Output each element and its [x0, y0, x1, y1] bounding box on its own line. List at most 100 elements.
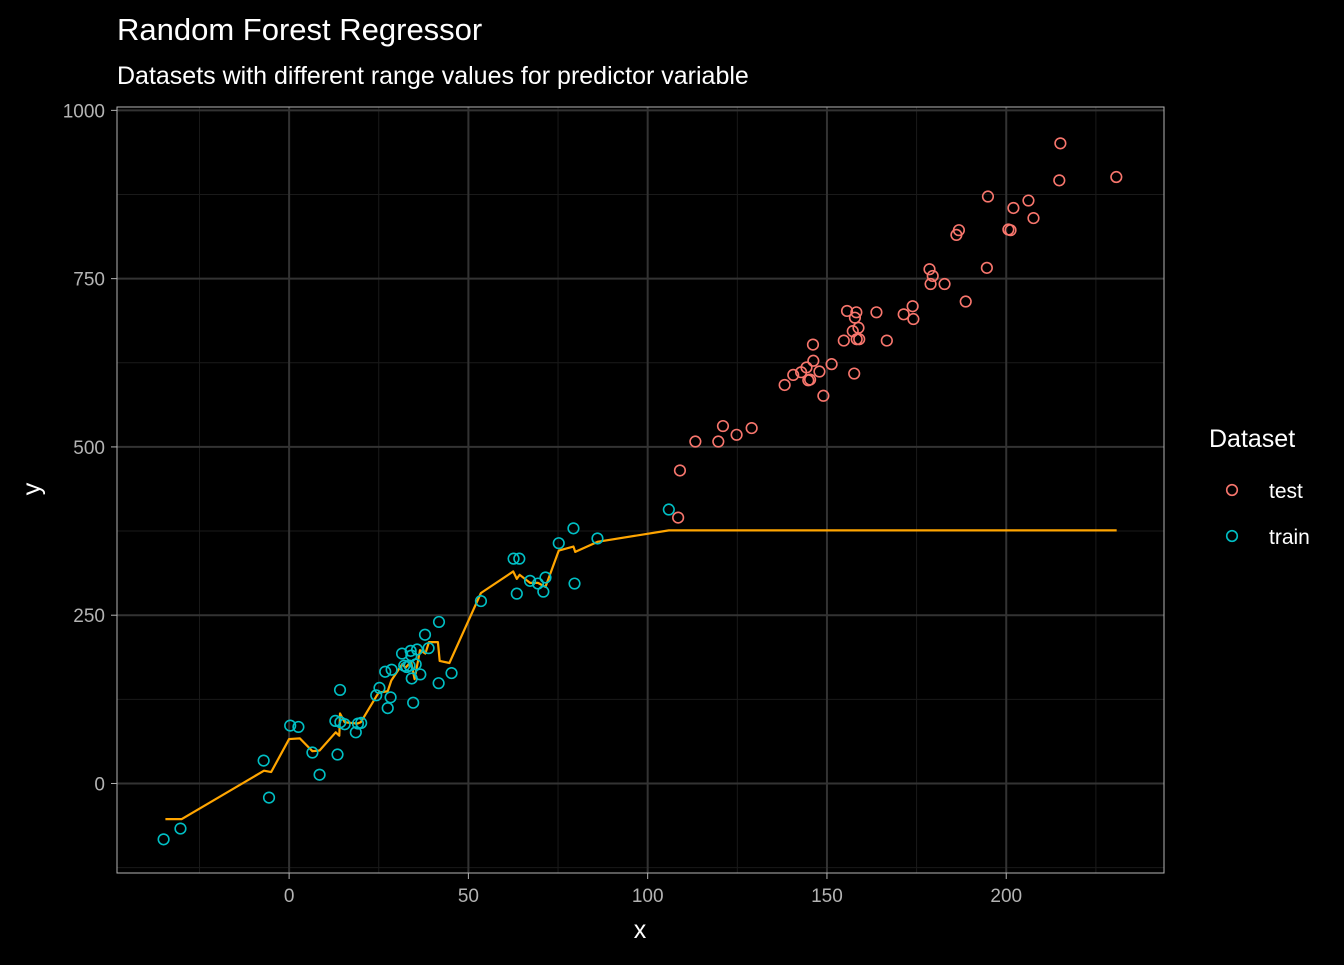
- test-point: [906, 300, 919, 313]
- axes: 0 50 100 150 200 0 250 500 750 1000: [63, 101, 1022, 907]
- train-point: [523, 574, 537, 587]
- train-point: [552, 537, 565, 550]
- y-tick-label: 1000: [63, 101, 105, 122]
- train-point: [539, 571, 552, 584]
- train-point: [662, 503, 675, 516]
- points-layer: [157, 137, 1123, 846]
- legend-title: Dataset: [1209, 425, 1295, 453]
- test-point: [840, 304, 854, 318]
- test-point: [806, 338, 820, 351]
- test-point: [926, 269, 939, 283]
- train-point: [157, 833, 170, 846]
- legend-label-train: train: [1269, 526, 1310, 549]
- y-axis-label: y: [18, 482, 46, 495]
- train-point: [349, 726, 362, 739]
- test-point: [813, 365, 826, 378]
- train-point: [174, 822, 187, 835]
- legend-key-test: [1225, 483, 1239, 497]
- train-point: [591, 532, 604, 545]
- legend-items: test train: [1225, 480, 1310, 549]
- test-point: [1027, 211, 1040, 225]
- train-point: [432, 615, 446, 629]
- test-point: [800, 361, 813, 374]
- train-point: [507, 552, 520, 565]
- train-point: [381, 701, 394, 715]
- train-point: [568, 577, 581, 590]
- x-axis-label: x: [634, 916, 647, 944]
- y-tick-label: 250: [73, 606, 105, 627]
- train-point: [411, 643, 424, 656]
- train-point: [333, 683, 347, 697]
- test-point: [837, 334, 850, 347]
- test-point: [1004, 224, 1017, 237]
- train-point: [422, 642, 435, 655]
- test-point: [673, 464, 687, 477]
- test-point: [825, 358, 838, 371]
- train-point: [306, 746, 319, 759]
- test-point: [1007, 201, 1020, 215]
- train-point: [432, 677, 445, 690]
- y-tick-label: 750: [73, 270, 105, 291]
- test-point: [807, 354, 820, 367]
- test-point: [803, 373, 817, 386]
- train-point: [567, 522, 580, 535]
- legend: Dataset test train: [1209, 425, 1310, 549]
- test-point: [897, 308, 910, 321]
- test-point: [907, 312, 920, 326]
- train-point: [292, 720, 305, 734]
- train-point: [331, 748, 344, 761]
- train-point: [445, 666, 458, 680]
- test-point: [817, 389, 830, 402]
- test-point: [1053, 174, 1066, 187]
- train-point: [313, 768, 326, 781]
- test-point: [689, 435, 702, 448]
- test-point: [672, 511, 685, 524]
- train-point: [395, 647, 409, 660]
- train-point: [373, 681, 386, 694]
- test-point: [787, 368, 800, 381]
- chart-title: Random Forest Regressor: [117, 12, 482, 47]
- x-tick-label: 200: [990, 886, 1022, 907]
- train-point: [474, 594, 488, 608]
- test-point: [924, 277, 937, 291]
- train-point: [418, 628, 432, 641]
- train-point: [379, 665, 392, 678]
- train-point: [510, 587, 523, 600]
- legend-key-train: [1225, 529, 1239, 543]
- test-point: [923, 263, 936, 276]
- train-point: [404, 644, 417, 657]
- x-tick-label: 0: [284, 886, 295, 907]
- test-point: [980, 261, 993, 274]
- test-point: [1022, 194, 1035, 207]
- train-point: [407, 696, 420, 709]
- train-point: [284, 719, 297, 732]
- test-point: [716, 419, 730, 433]
- test-point: [852, 321, 865, 334]
- train-point: [338, 718, 351, 731]
- test-point: [1054, 137, 1067, 150]
- panel-border: [116, 106, 1165, 874]
- test-point: [880, 334, 893, 347]
- test-point: [778, 378, 791, 392]
- test-point: [848, 367, 861, 380]
- train-point: [384, 691, 397, 704]
- y-tick-label: 0: [94, 774, 105, 795]
- train-point: [513, 552, 526, 565]
- train-point: [409, 658, 422, 671]
- train-point: [370, 689, 383, 702]
- train-point: [355, 716, 368, 729]
- test-point: [1110, 170, 1123, 184]
- test-point: [959, 295, 972, 308]
- train-point: [257, 754, 270, 767]
- chart-subtitle: Datasets with different range values for…: [117, 62, 749, 90]
- legend-label-test: test: [1269, 480, 1303, 503]
- test-point: [853, 333, 866, 346]
- grid: [117, 107, 1164, 873]
- y-tick-label: 500: [73, 438, 105, 459]
- test-point: [712, 435, 725, 448]
- test-point: [850, 306, 863, 319]
- train-point: [262, 791, 276, 804]
